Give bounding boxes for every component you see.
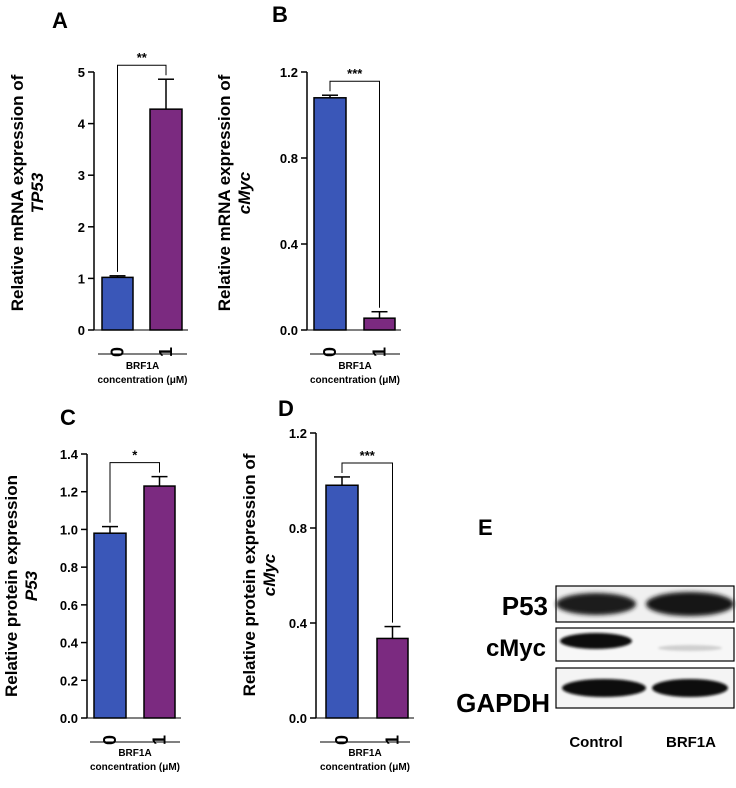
band-gapdh-brf1a bbox=[652, 679, 728, 697]
y-axis-label: Relative mRNA expression of bbox=[8, 74, 27, 311]
panel-letter: C bbox=[60, 405, 76, 430]
significance-marker: *** bbox=[347, 66, 363, 81]
blot-label-gapdh: GAPDH bbox=[456, 688, 550, 718]
band-cmyc-brf1a bbox=[658, 645, 722, 651]
y-axis-label-gene: cMyc bbox=[260, 553, 279, 596]
x-group-unit: concentration (μM) bbox=[97, 375, 187, 386]
x-group-label: BRF1A bbox=[338, 361, 371, 372]
significance-bracket bbox=[109, 462, 160, 523]
y-axis-label-gene: P53 bbox=[22, 570, 41, 601]
bar-0 bbox=[93, 532, 127, 719]
x-category-label: 0 bbox=[108, 347, 128, 357]
y-tick-label: 0.8 bbox=[60, 560, 78, 575]
y-tick-label: 0.0 bbox=[289, 711, 307, 726]
x-group-label: BRF1A bbox=[348, 748, 381, 759]
x-group-unit: concentration (μM) bbox=[320, 762, 410, 773]
y-tick-label: 3 bbox=[78, 168, 85, 183]
significance-marker: * bbox=[132, 448, 138, 463]
y-axis-label-gene: cMyc bbox=[235, 171, 254, 214]
chart-panel-d: D 0.0 0.4 0.8 1.2 Relative protein expression… bbox=[240, 396, 414, 773]
y-tick-label: 1.2 bbox=[280, 65, 298, 80]
significance-bracket bbox=[117, 64, 167, 272]
y-axis-label: Relative mRNA expression of bbox=[215, 74, 234, 311]
significance-marker: ** bbox=[137, 50, 148, 65]
x-group-label: BRF1A bbox=[118, 748, 151, 759]
lane-label-control: Control bbox=[569, 734, 622, 751]
x-group-unit: concentration (μM) bbox=[90, 762, 180, 773]
band-p53-brf1a bbox=[646, 592, 734, 616]
bar-1 bbox=[363, 317, 396, 331]
y-tick-label: 0.6 bbox=[60, 598, 78, 613]
panel-letter-e: E bbox=[478, 515, 493, 540]
y-tick-label: 1.2 bbox=[289, 426, 307, 441]
x-category-label: 1 bbox=[150, 735, 170, 745]
y-tick-label: 1.2 bbox=[60, 485, 78, 500]
y-tick-label: 1.4 bbox=[60, 447, 79, 462]
y-tick-label: 4 bbox=[78, 117, 86, 132]
x-category-label: 1 bbox=[383, 735, 403, 745]
y-tick-label: 0 bbox=[78, 323, 85, 338]
blot-label-p53: P53 bbox=[502, 591, 548, 621]
y-tick-label: 1 bbox=[78, 271, 85, 286]
bar-1 bbox=[143, 485, 176, 719]
chart-panel-c: C 0.0 0.2 0.4 0.6 0.8 1.0 1.2 1.4 Relative protei… bbox=[2, 405, 181, 773]
significance-bracket bbox=[341, 462, 393, 623]
y-tick-label: 1.0 bbox=[60, 522, 78, 537]
x-group-label: BRF1A bbox=[126, 361, 159, 372]
chart-panel-b: B 0.0 0.4 0.8 1.2 Relative mRNA expression of… bbox=[215, 2, 401, 386]
bar-1 bbox=[376, 637, 409, 719]
band-gapdh-control bbox=[562, 679, 646, 697]
x-category-label: 0 bbox=[100, 735, 120, 745]
blot-label-cmyc: cMyc bbox=[486, 635, 546, 662]
bar-0 bbox=[313, 97, 347, 331]
bar-0 bbox=[101, 276, 134, 331]
y-tick-label: 0.8 bbox=[289, 521, 307, 536]
y-axis-label: Relative protein expression of bbox=[240, 453, 259, 696]
band-p53-control bbox=[556, 593, 636, 615]
bar-1 bbox=[149, 108, 183, 331]
panel-letter: D bbox=[278, 396, 294, 421]
y-tick-label: 0.0 bbox=[60, 711, 78, 726]
x-category-label: 0 bbox=[320, 347, 340, 357]
y-tick-label: 2 bbox=[78, 220, 85, 235]
y-tick-label: 0.4 bbox=[60, 636, 79, 651]
y-tick-label: 5 bbox=[78, 65, 85, 80]
y-tick-label: 0.8 bbox=[280, 151, 298, 166]
x-category-label: 1 bbox=[156, 347, 176, 357]
x-category-label: 0 bbox=[332, 735, 352, 745]
western-blot-panel: E P53 cMyc GAPDH Control BRF1A bbox=[456, 515, 735, 751]
y-tick-label: 0.4 bbox=[280, 237, 299, 252]
panel-letter: B bbox=[272, 2, 288, 27]
y-tick-label: 0.2 bbox=[60, 673, 78, 688]
chart-panel-a: A 0 1 2 3 4 5 Relative mRNA expression of TP53 0 1… bbox=[8, 8, 188, 386]
bar-0 bbox=[325, 484, 359, 719]
x-category-label: 1 bbox=[370, 347, 390, 357]
x-group-unit: concentration (μM) bbox=[310, 375, 400, 386]
y-axis-label: Relative protein expression bbox=[2, 475, 21, 697]
y-axis-label-gene: TP53 bbox=[28, 172, 47, 213]
significance-bracket bbox=[329, 80, 380, 308]
significance-marker: *** bbox=[360, 448, 376, 463]
y-tick-label: 0.0 bbox=[280, 323, 298, 338]
panel-letter: A bbox=[52, 8, 68, 33]
y-tick-label: 0.4 bbox=[289, 616, 308, 631]
lane-label-brf1a: BRF1A bbox=[666, 734, 716, 751]
band-cmyc-control bbox=[560, 633, 632, 649]
